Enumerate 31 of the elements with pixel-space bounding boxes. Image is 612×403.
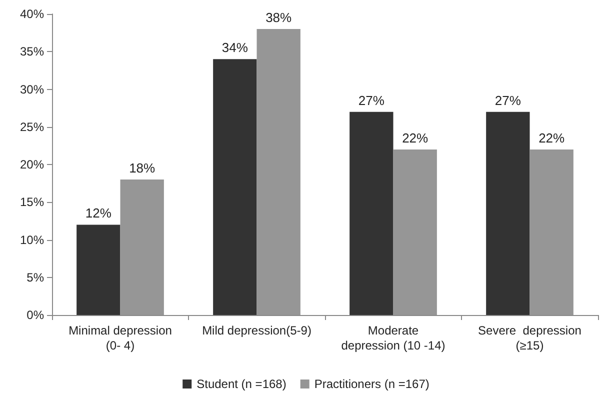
data-label: 38% xyxy=(266,10,292,26)
x-tick-label: Mild depression(5-9) xyxy=(202,324,312,338)
bar xyxy=(256,29,300,315)
bar xyxy=(120,180,164,315)
y-tick-label: 20% xyxy=(20,158,44,172)
data-label: 27% xyxy=(494,92,522,108)
data-label: 18% xyxy=(129,160,156,176)
data-label: 22% xyxy=(402,130,429,146)
x-tick-label: Moderate depression (10 -14) xyxy=(341,324,446,352)
legend-label: Student (n =168) xyxy=(196,377,286,391)
x-tick-label: Minimal depression (0- 4) xyxy=(68,324,172,352)
y-tick-label: 5% xyxy=(26,270,44,284)
bar xyxy=(350,112,394,315)
legend-label: Practitioners (n =167) xyxy=(314,377,430,391)
data-label: 12% xyxy=(85,206,112,221)
data-label: 34% xyxy=(222,40,248,56)
data-label: 27% xyxy=(358,92,385,108)
x-tick-label: Severe depression (≥15) xyxy=(478,324,582,352)
bar xyxy=(76,224,120,315)
bar xyxy=(213,59,257,315)
bar xyxy=(530,149,574,315)
y-tick-label: 10% xyxy=(20,232,44,247)
data-label: 22% xyxy=(538,130,566,146)
bar xyxy=(393,149,437,315)
y-tick-label: 35% xyxy=(20,44,44,59)
bar xyxy=(486,112,530,315)
y-tick-label: 25% xyxy=(20,120,44,134)
y-tick-label: 30% xyxy=(20,82,44,96)
y-tick-label: 0% xyxy=(26,308,44,322)
y-tick-label: 15% xyxy=(20,195,44,210)
y-tick-label: 40% xyxy=(20,7,44,21)
